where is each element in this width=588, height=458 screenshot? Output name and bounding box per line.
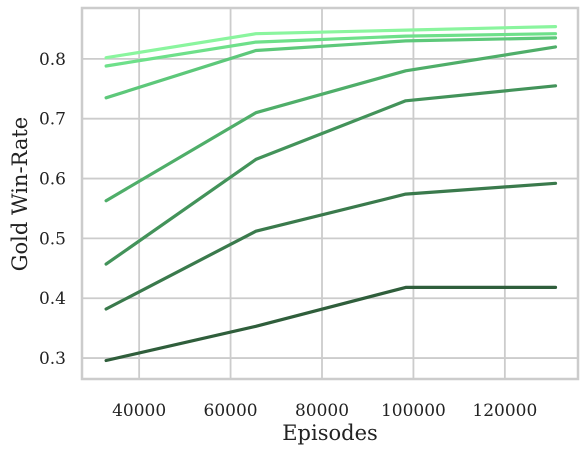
series-line-2 — [104, 181, 558, 311]
x-tick-label: 100000 — [381, 401, 446, 421]
series-line-7 — [104, 25, 558, 60]
x-tick-label: 80000 — [295, 401, 349, 421]
x-tick-labels: 40000 60000 80000 100000 120000 — [112, 401, 537, 421]
y-tick-labels: 0.3 0.4 0.5 0.6 0.7 0.8 — [39, 50, 66, 369]
series-lines — [104, 25, 558, 363]
x-tick-label: 60000 — [204, 401, 258, 421]
plot-area — [80, 6, 580, 381]
grid — [82, 8, 578, 379]
series-line-4 — [104, 45, 558, 203]
y-tick-label: 0.8 — [39, 50, 66, 70]
y-tick-label: 0.7 — [39, 110, 66, 130]
series-line-3 — [104, 84, 558, 266]
x-tick-label: 120000 — [472, 401, 537, 421]
y-tick-label: 0.4 — [39, 289, 66, 309]
y-tick-label: 0.5 — [39, 229, 66, 249]
y-axis-label: Gold Win-Rate — [8, 117, 32, 272]
x-tick-label: 40000 — [112, 401, 166, 421]
series-line-5 — [104, 36, 558, 100]
x-axis-label: Episodes — [282, 421, 378, 445]
y-tick-label: 0.3 — [39, 349, 66, 369]
series-line-1 — [104, 285, 558, 363]
series-line-6 — [104, 32, 558, 68]
y-tick-label: 0.6 — [39, 170, 66, 190]
